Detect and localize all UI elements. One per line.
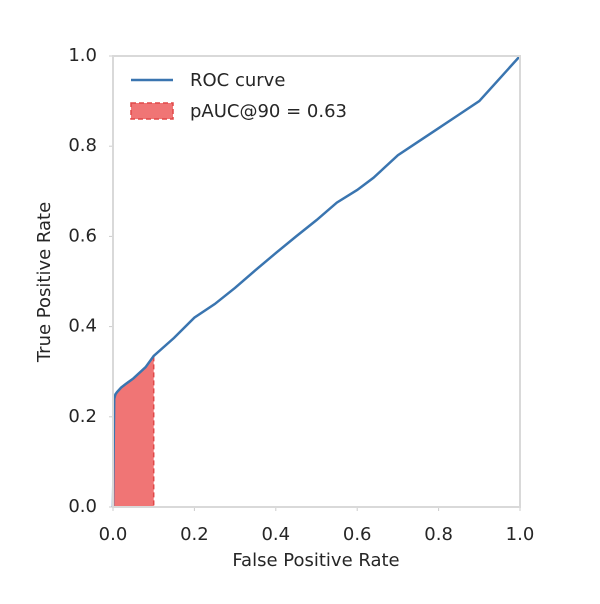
x-axis-label: False Positive Rate: [232, 550, 399, 571]
x-tick-label: 0.0: [99, 524, 128, 545]
y-tick-label: 0.8: [68, 135, 97, 156]
x-tick-label: 0.6: [343, 524, 372, 545]
legend-label: ROC curve: [190, 70, 285, 91]
y-tick-label: 0.6: [68, 225, 97, 246]
x-tick-label: 0.2: [180, 524, 209, 545]
roc-curve: [111, 55, 521, 508]
plot-frame: [112, 55, 521, 508]
y-tick-label: 0.4: [68, 316, 97, 337]
x-tick-label: 0.4: [261, 524, 290, 545]
x-tick-label: 1.0: [506, 524, 535, 545]
x-tick-label: 0.8: [424, 524, 453, 545]
y-tick-label: 0.2: [68, 406, 97, 427]
legend-label: pAUC@90 = 0.63: [190, 101, 347, 122]
y-axis-label: True Positive Rate: [34, 202, 55, 363]
y-tick-label: 0.0: [68, 496, 97, 517]
y-tick-label: 1.0: [68, 45, 97, 66]
legend-patch: [130, 102, 174, 120]
pauc-area: [112, 353, 155, 508]
